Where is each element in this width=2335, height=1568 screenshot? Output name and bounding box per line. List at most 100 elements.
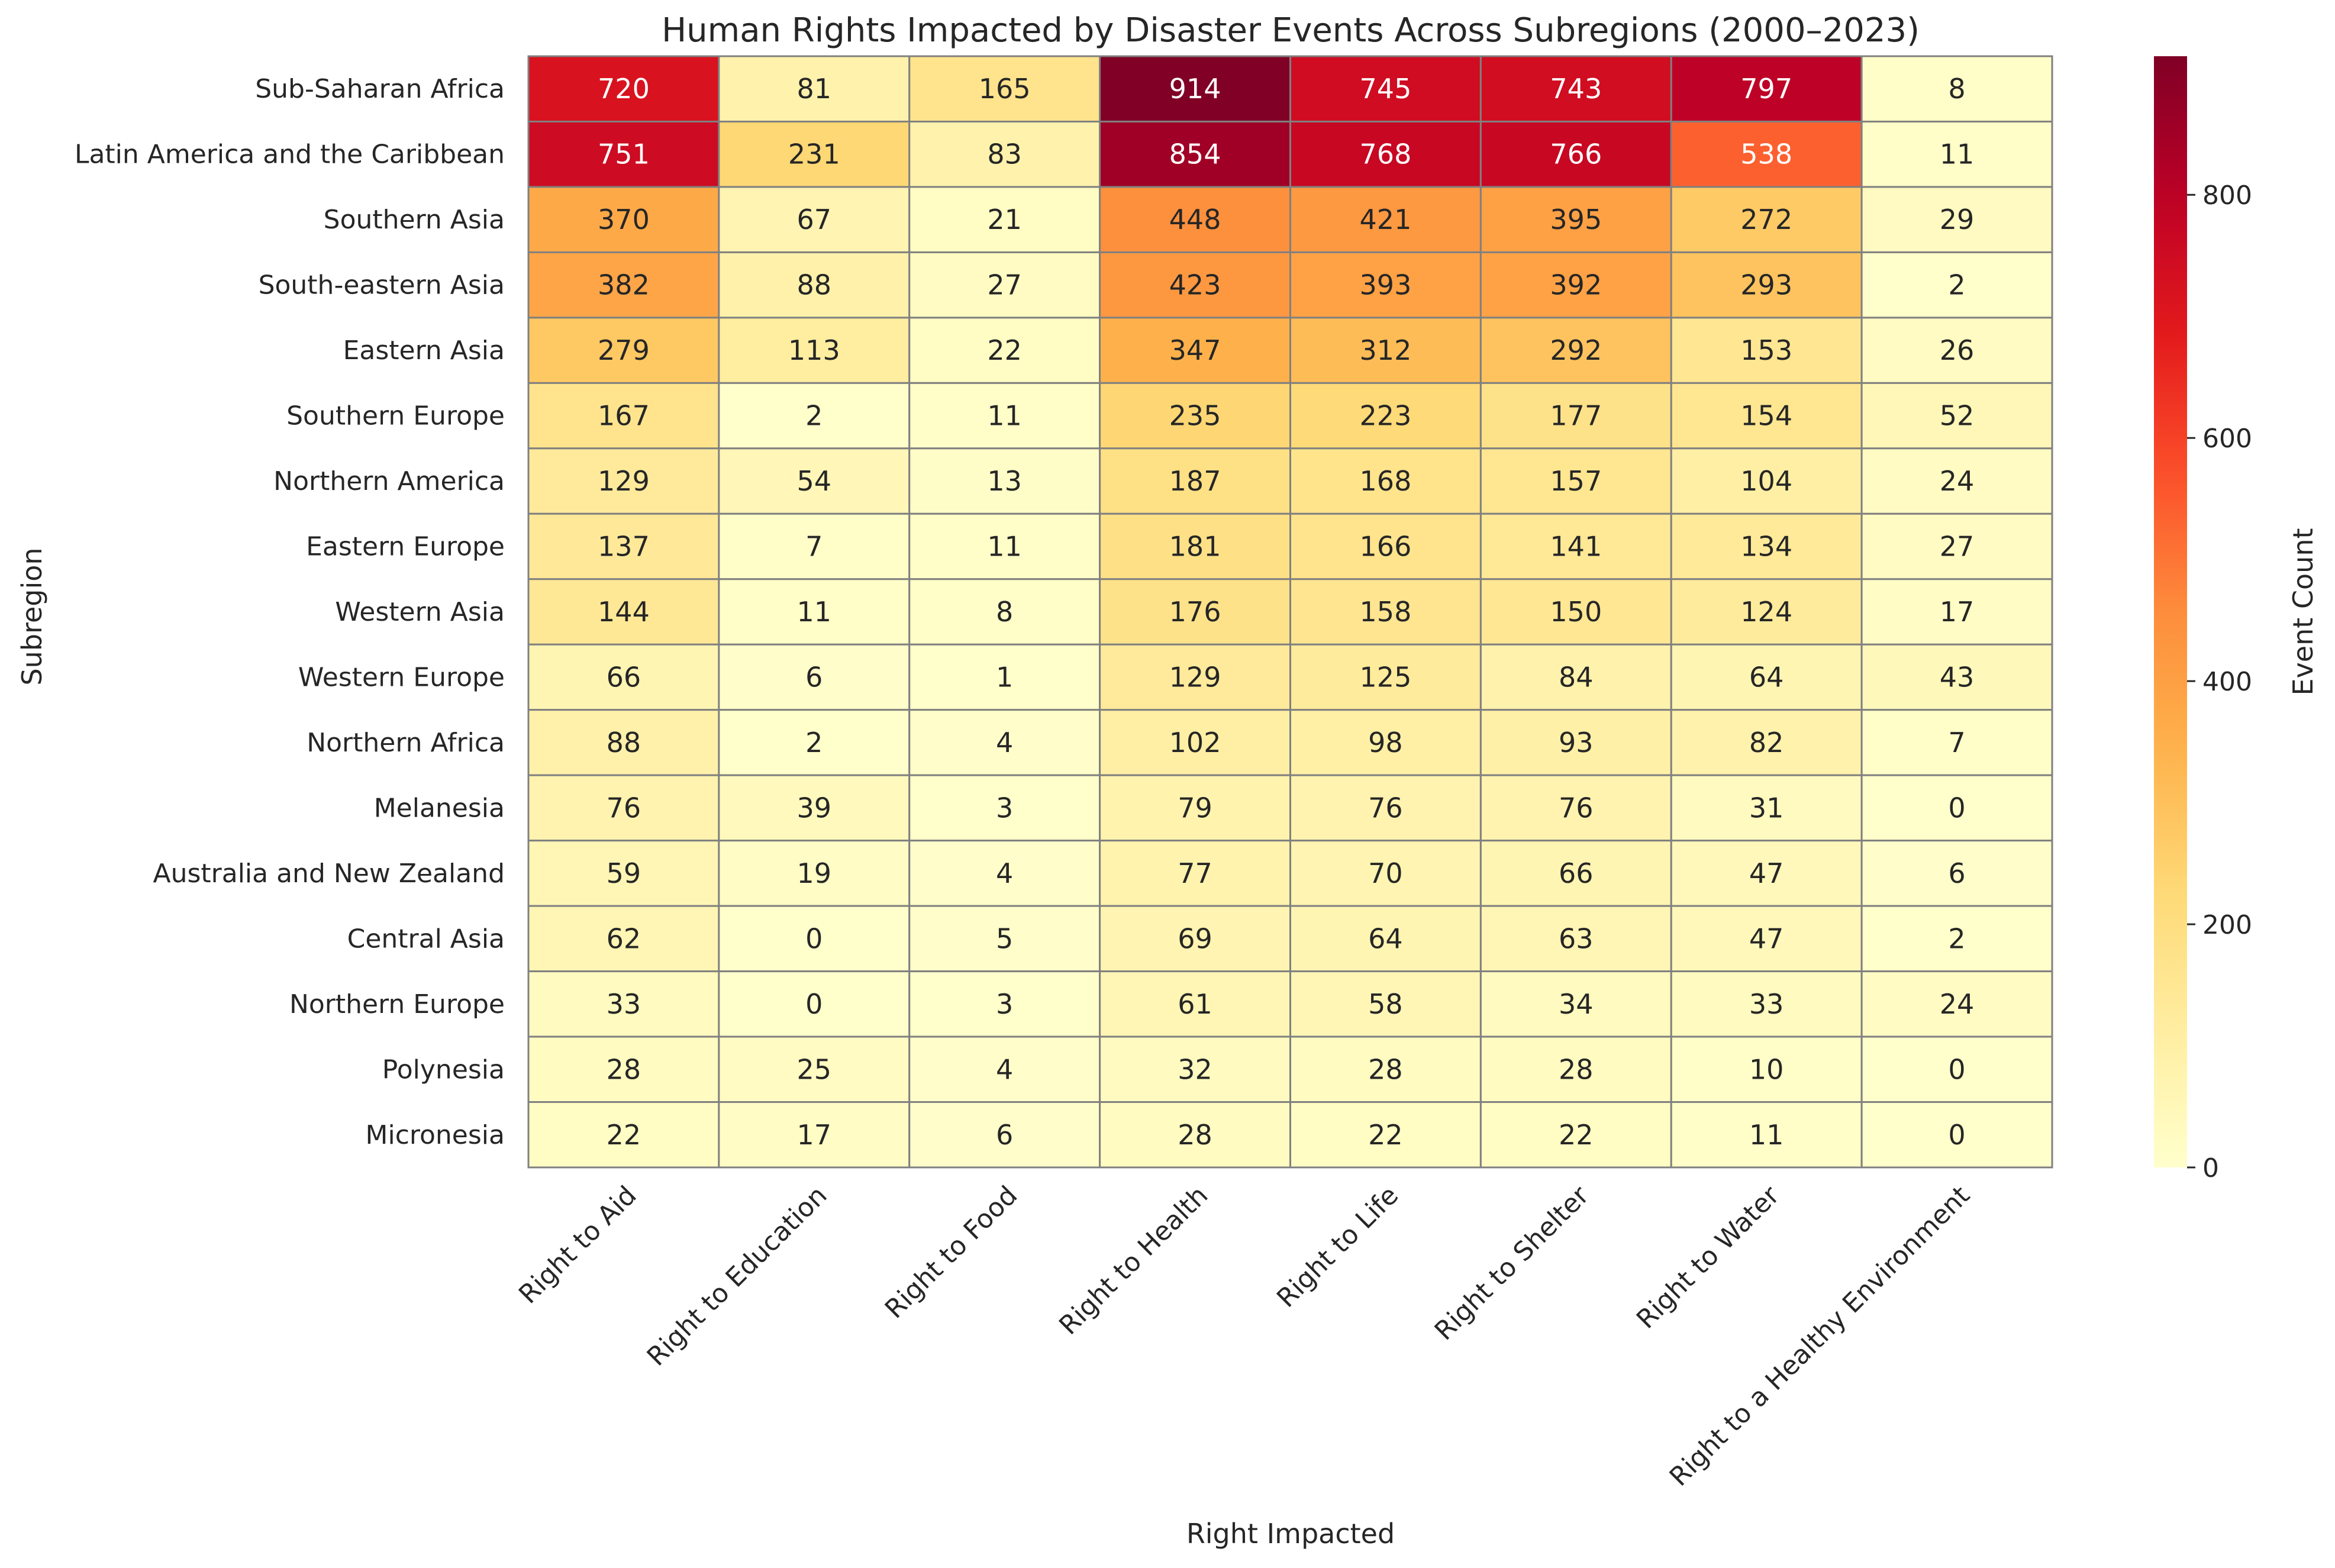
y-tick-label: Sub-Saharan Africa [255, 74, 505, 104]
y-tick-label: Western Asia [335, 597, 505, 627]
cell-value-label: 293 [1740, 269, 1792, 301]
heatmap-cells [527, 55, 2053, 1169]
heatmap-cell [1289, 186, 1482, 253]
cell-value-label: 2 [1948, 922, 1965, 954]
cell-value-label: 31 [1749, 792, 1784, 824]
cell-value-label: 32 [1178, 1053, 1212, 1085]
heatmap-cell [1479, 643, 1672, 711]
cell-value-label: 11 [1749, 1119, 1784, 1151]
cell-value-label: 34 [1559, 988, 1594, 1020]
heatmap-cell [1099, 1035, 1291, 1104]
cell-value-label: 43 [1940, 661, 1975, 693]
cell-value-label: 11 [797, 596, 832, 628]
heatmap-cell [1860, 840, 2053, 907]
heatmap-cell [908, 970, 1101, 1038]
heatmap-cell [1670, 447, 1863, 515]
y-tick-label: Australia and New Zealand [153, 859, 505, 889]
cell-value-label: 421 [1360, 204, 1412, 235]
cell-value-label: 39 [797, 792, 832, 824]
y-tick-label: Eastern Europe [306, 532, 505, 562]
heatmap-cell [1479, 55, 1672, 122]
y-tick-label: Northern America [273, 466, 505, 496]
heatmap-cell [1860, 512, 2053, 580]
cell-value-label: 134 [1740, 531, 1792, 563]
cell-value-label: 158 [1360, 596, 1412, 628]
cell-value-label: 64 [1749, 661, 1784, 693]
heatmap-cell [718, 643, 911, 711]
cell-value-label: 17 [1940, 596, 1975, 628]
colorbar-ticks: 0 200 400 600 800 [2187, 180, 2252, 1183]
chart-title: Human Rights Impacted by Disaster Events… [662, 11, 1920, 50]
cell-value-label: 0 [1948, 1053, 1965, 1085]
x-axis-label: Right Impacted [1186, 1518, 1395, 1550]
cell-value-label: 64 [1368, 922, 1403, 954]
heatmap-cell [1479, 186, 1672, 253]
heatmap-cell [1099, 1101, 1291, 1169]
heatmap-cell [1289, 251, 1482, 319]
y-tick-label: Melanesia [374, 793, 505, 823]
heatmap-cell [527, 970, 720, 1038]
heatmap-cell [1289, 317, 1482, 384]
heatmap-cell [1099, 251, 1291, 319]
heatmap-cell [908, 251, 1101, 319]
heatmap-cell [1289, 709, 1482, 776]
cell-value-label: 82 [1749, 727, 1784, 759]
cell-value-label: 83 [987, 138, 1022, 170]
y-axis-label: Subregion [16, 547, 48, 685]
heatmap-cell [1670, 709, 1863, 776]
heatmap-cell [908, 840, 1101, 907]
heatmap-cell [1289, 512, 1482, 580]
heatmap-cell [1860, 186, 2053, 253]
cell-value-label: 6 [996, 1119, 1013, 1151]
heatmap-cell [1479, 774, 1672, 842]
colorbar-tick-label: 0 [2202, 1153, 2219, 1183]
cell-value-label: 6 [805, 661, 823, 693]
heatmap-cell [527, 840, 720, 907]
cell-value-label: 28 [1178, 1119, 1212, 1151]
cell-value-label: 13 [987, 465, 1022, 497]
heatmap-cell [1099, 578, 1291, 646]
cell-value-label: 88 [607, 727, 641, 759]
heatmap-cell [908, 643, 1101, 711]
cell-value-label: 66 [1559, 857, 1594, 889]
heatmap-cell [527, 1101, 720, 1169]
cell-value-label: 62 [607, 922, 641, 954]
heatmap-cell [527, 643, 720, 711]
heatmap-cell [718, 840, 911, 907]
cell-value-label: 150 [1550, 596, 1602, 628]
cell-value-label: 79 [1178, 792, 1212, 824]
colorbar [2154, 56, 2187, 1167]
heatmap-cell [718, 55, 911, 122]
cell-value-label: 743 [1550, 73, 1602, 105]
cell-value-label: 176 [1169, 596, 1221, 628]
cell-value-label: 54 [797, 465, 832, 497]
heatmap-cell [1289, 447, 1482, 515]
cell-value-label: 25 [797, 1053, 832, 1085]
cell-value-label: 24 [1940, 465, 1975, 497]
heatmap-cell [1670, 1101, 1863, 1169]
heatmap-cell [1099, 709, 1291, 776]
x-tick-label: Right to a Healthy Environment [1664, 1180, 1976, 1492]
cell-value-label: 395 [1550, 204, 1602, 235]
y-tick-label: Micronesia [366, 1120, 505, 1150]
cell-value-label: 77 [1178, 857, 1212, 889]
cell-value-label: 59 [607, 857, 641, 889]
heatmap-cell [718, 120, 911, 188]
heatmap-cell [1099, 970, 1291, 1038]
cell-value-label: 84 [1559, 661, 1594, 693]
cell-value-label: 0 [1948, 1119, 1965, 1151]
heatmap-cell [1479, 905, 1672, 973]
heatmap-cell [908, 186, 1101, 253]
heatmap-cell [1860, 1101, 2053, 1169]
cell-value-label: 751 [598, 138, 650, 170]
heatmap-cell [1670, 774, 1863, 842]
cell-value-label: 17 [797, 1119, 832, 1151]
heatmap-cell [1099, 317, 1291, 384]
cell-value-label: 88 [797, 269, 832, 301]
cell-value-label: 292 [1550, 334, 1602, 366]
heatmap-cell [1670, 1035, 1863, 1104]
heatmap-cell [1860, 709, 2053, 776]
cell-value-label: 423 [1169, 269, 1221, 301]
cell-value-label: 231 [788, 138, 840, 170]
heatmap-cell [1860, 1035, 2053, 1104]
